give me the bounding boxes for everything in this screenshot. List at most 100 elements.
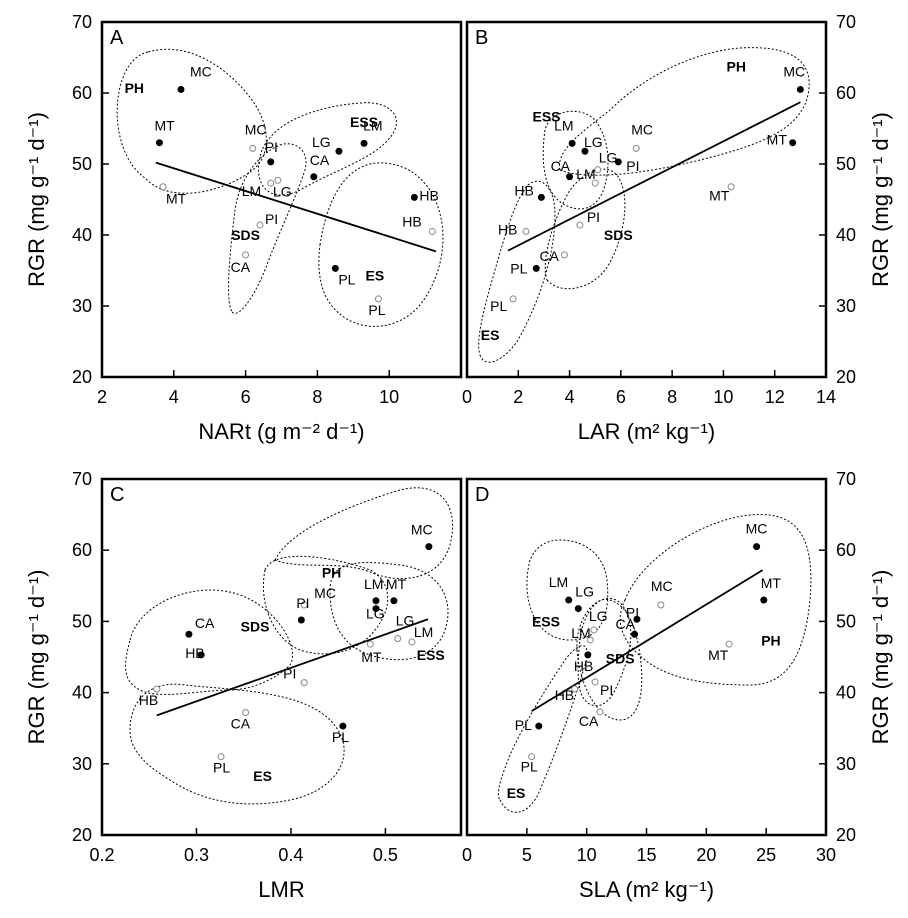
group-label: ES <box>507 785 526 801</box>
cluster-ess-outline <box>329 562 449 661</box>
regression-line <box>156 618 429 717</box>
y-tick-label: 50 <box>72 154 92 174</box>
point-label: CA <box>195 615 215 631</box>
y-tick-label: 70 <box>72 469 92 489</box>
point-label: MC <box>314 585 336 601</box>
y-tick-label: 40 <box>72 683 92 703</box>
point-label: MC <box>631 121 653 137</box>
data-point <box>614 158 622 166</box>
data-point <box>177 85 185 93</box>
data-point <box>760 596 768 604</box>
data-point <box>374 295 382 303</box>
data-point <box>242 251 250 259</box>
data-point <box>586 636 594 644</box>
x-tick-label: 0.5 <box>373 845 398 865</box>
data-point <box>633 615 641 623</box>
point-label: LM <box>414 624 433 640</box>
point-label: PL <box>332 729 349 745</box>
data-point <box>197 651 205 659</box>
y-tick-label: 30 <box>72 296 92 316</box>
panel-letter: B <box>475 27 488 49</box>
x-tick-label: 10 <box>379 387 399 407</box>
group-label: ESS <box>532 108 560 124</box>
point-label: LG <box>312 134 331 150</box>
point-label: PL <box>510 260 527 276</box>
point-label: LG <box>599 150 618 166</box>
data-point <box>155 139 163 147</box>
data-point <box>300 679 308 687</box>
y-tick-label: 20 <box>836 825 856 845</box>
x-tick-label: 12 <box>765 387 785 407</box>
data-point <box>366 640 374 648</box>
data-point <box>509 295 517 303</box>
data-point <box>576 221 584 229</box>
panel-a: 2 4 6 8 10203040506070MCMTMTMCPILGLMCALGLMPI… <box>24 12 463 444</box>
y-tick-label: 60 <box>72 83 92 103</box>
point-label: PI <box>265 211 278 227</box>
y-tick-label: 20 <box>836 367 856 387</box>
x-tick-label: 14 <box>816 387 836 407</box>
x-tick-label: 4 <box>169 387 179 407</box>
y-tick-label: 30 <box>836 296 856 316</box>
point-label: MC <box>746 521 768 537</box>
data-point <box>560 251 568 259</box>
x-tick-label: 30 <box>816 845 836 865</box>
point-label: PI <box>626 158 639 174</box>
data-point <box>394 634 402 642</box>
cluster-ph-outline <box>116 48 267 194</box>
group-label: PH <box>761 633 780 649</box>
x-tick-label: 4 <box>565 387 575 407</box>
point-label: PI <box>283 666 296 682</box>
x-tick-label: 0.4 <box>278 845 303 865</box>
point-label: PI <box>587 209 600 225</box>
data-point <box>568 139 576 147</box>
data-point <box>591 678 599 686</box>
data-point <box>410 193 418 201</box>
point-label: MT <box>767 132 788 148</box>
point-label: CA <box>616 616 636 632</box>
data-point <box>584 651 592 659</box>
point-label: CA <box>231 716 251 732</box>
point-label: LM <box>242 183 261 199</box>
data-point <box>153 685 161 693</box>
y-tick-label: 20 <box>72 825 92 845</box>
data-point <box>300 601 308 609</box>
point-label: MC <box>411 522 433 538</box>
point-label: PI <box>600 682 613 698</box>
point-label: CA <box>231 259 251 275</box>
y-tick-label: 40 <box>72 225 92 245</box>
x-tick-label: 5 <box>522 845 532 865</box>
regression-line <box>531 569 764 712</box>
point-label: MC <box>651 578 673 594</box>
group-label: SDS <box>604 227 633 243</box>
y-tick-label: 50 <box>836 154 856 174</box>
y-tick-label: 50 <box>836 611 856 631</box>
data-point <box>535 722 543 730</box>
point-label: PL <box>521 759 538 775</box>
regression-line <box>155 161 437 253</box>
point-label: HB <box>514 182 533 198</box>
data-point <box>537 193 545 201</box>
data-point <box>522 227 530 235</box>
data-point <box>727 183 735 191</box>
data-point <box>372 605 380 613</box>
y-axis-label: RGR (mg g⁻¹ d⁻¹) <box>868 570 893 745</box>
point-label: PL <box>368 302 385 318</box>
data-point <box>331 264 339 272</box>
point-label: HB <box>555 687 574 703</box>
x-axis-label: NARt (g m⁻² d⁻¹) <box>198 419 364 444</box>
point-label: PL <box>490 298 507 314</box>
x-tick-label: 0 <box>462 845 472 865</box>
data-point <box>185 630 193 638</box>
data-point <box>217 753 225 761</box>
point-label: LM <box>363 117 382 133</box>
data-point <box>789 139 797 147</box>
data-point <box>590 626 598 634</box>
point-label: HB <box>498 221 517 237</box>
y-tick-label: 50 <box>72 611 92 631</box>
y-tick-label: 40 <box>836 225 856 245</box>
group-label: ESS <box>532 613 560 629</box>
group-label: ES <box>365 267 384 283</box>
